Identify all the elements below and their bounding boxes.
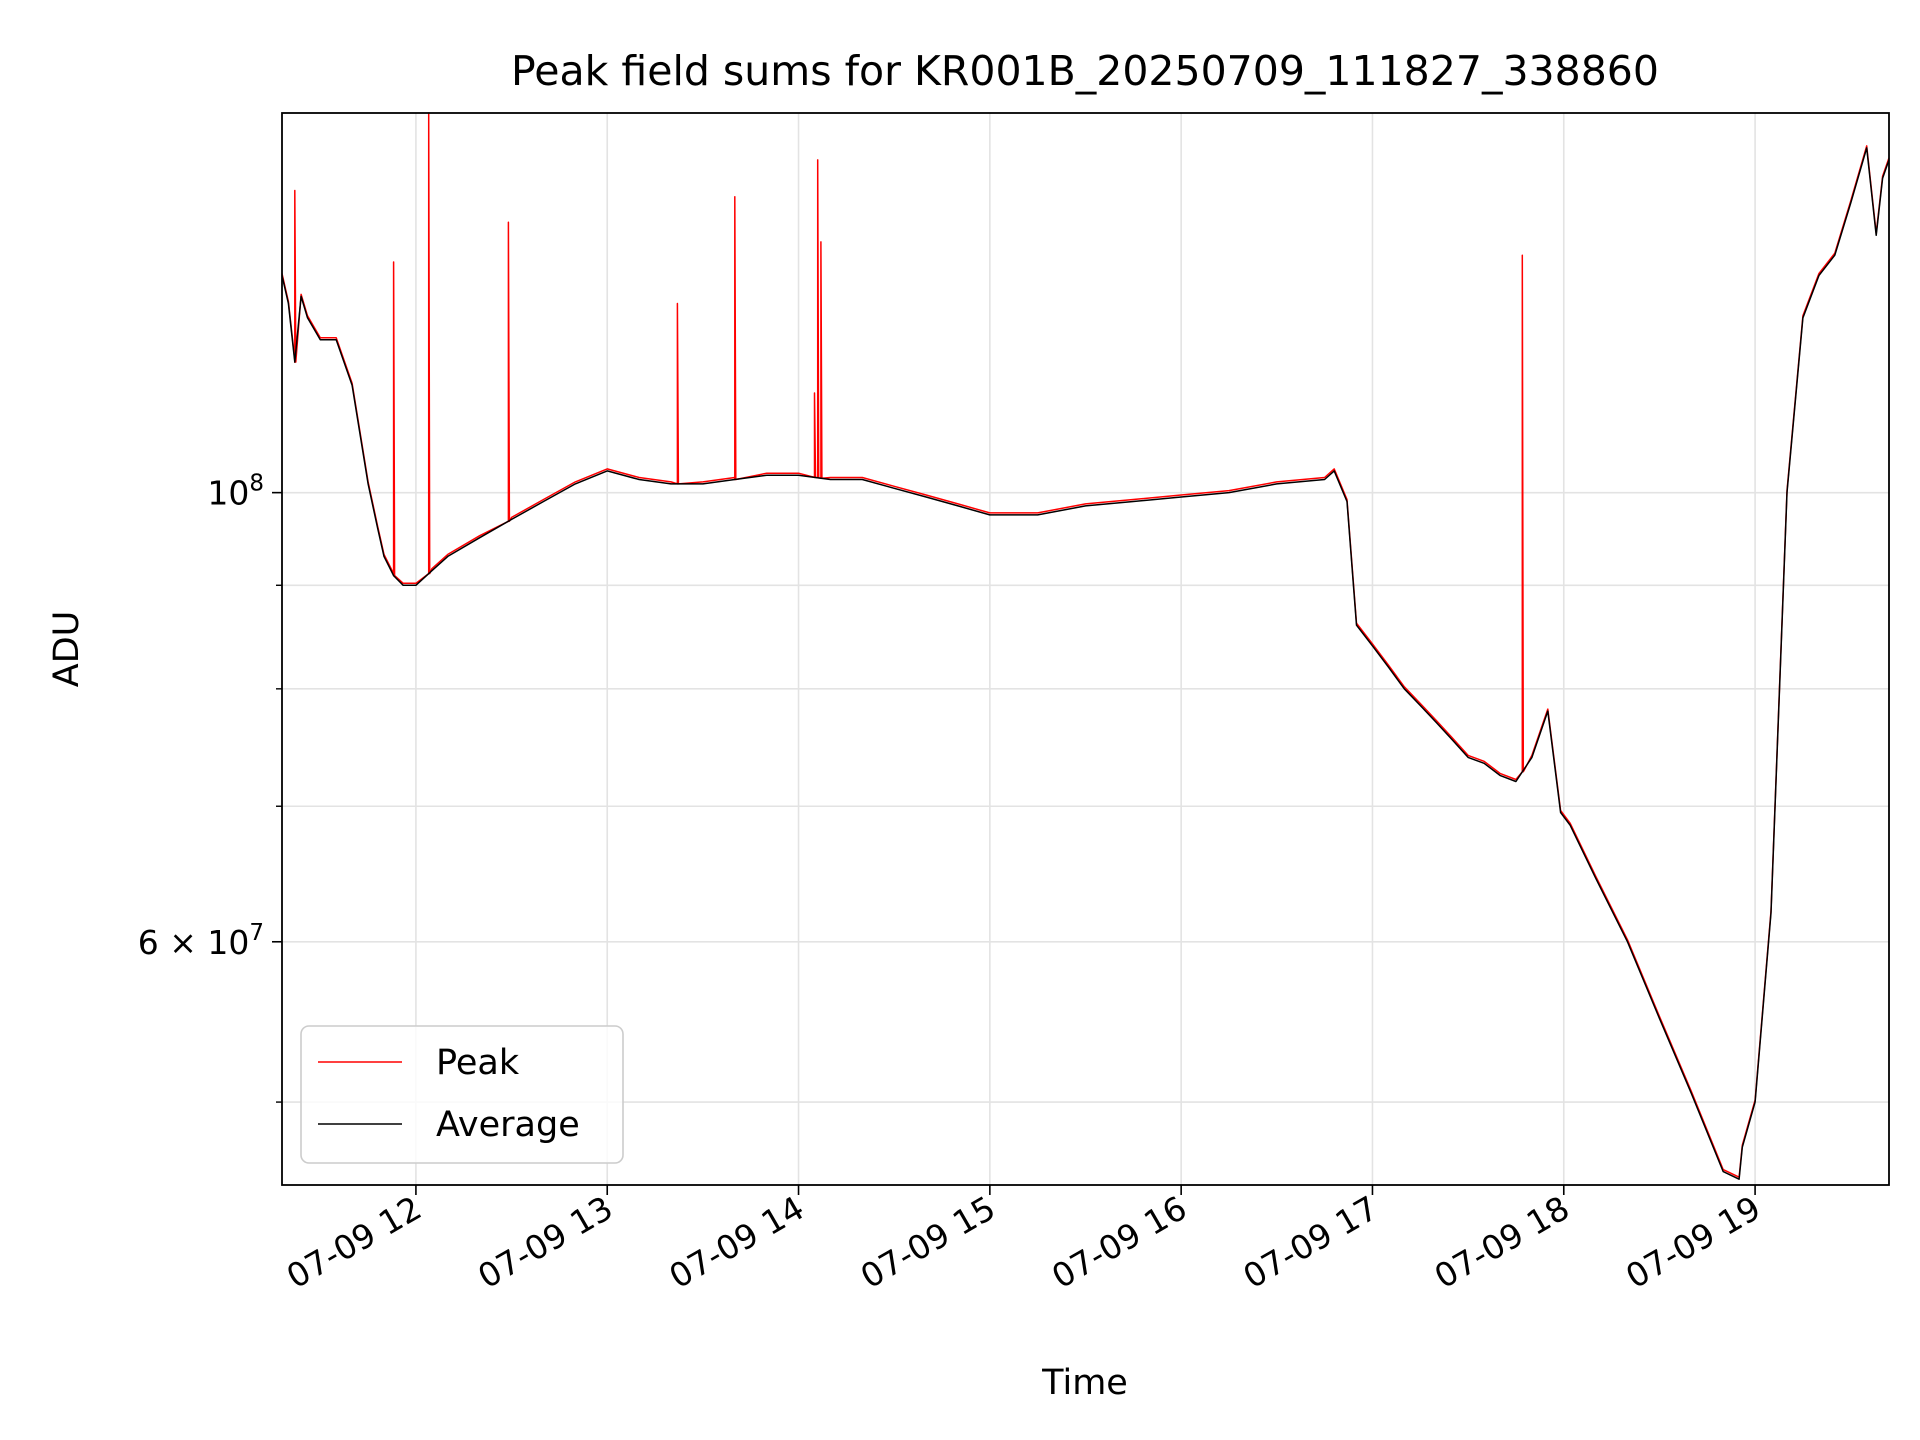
- chart-title: Peak field sums for KR001B_20250709_1118…: [511, 47, 1659, 95]
- legend: Peak Average: [300, 1025, 624, 1164]
- y-tick-label: 108: [207, 471, 264, 513]
- legend-label-peak: Peak: [436, 1043, 520, 1083]
- legend-box: [300, 1025, 624, 1164]
- plot-frame: [281, 112, 1890, 1186]
- peak-series-line: [281, 112, 1890, 1178]
- grid-lines: [282, 113, 1889, 1185]
- x-axis-label: Time: [1041, 1363, 1128, 1403]
- series-lines: [281, 112, 1890, 1180]
- legend-label-average: Average: [436, 1105, 580, 1145]
- y-axis-label: ADU: [47, 611, 87, 688]
- average-series-line: [281, 147, 1890, 1180]
- y-tick-label: 6 × 107: [138, 920, 264, 962]
